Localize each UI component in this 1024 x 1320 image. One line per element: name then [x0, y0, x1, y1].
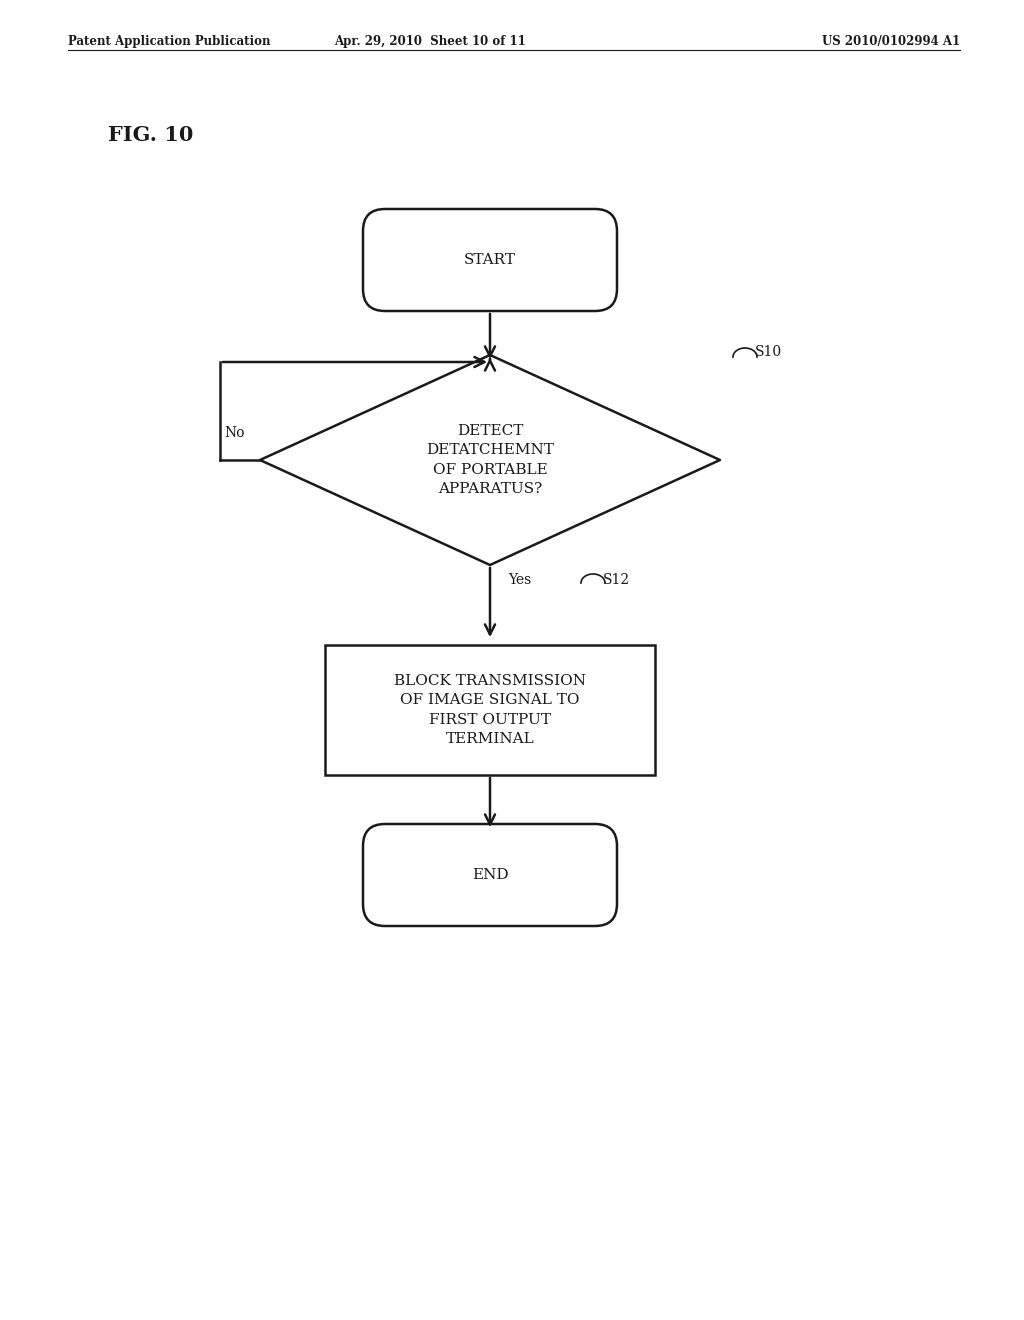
- Text: No: No: [224, 426, 245, 440]
- Bar: [325, 645, 655, 775]
- Text: Patent Application Publication: Patent Application Publication: [68, 36, 270, 48]
- Text: Apr. 29, 2010  Sheet 10 of 11: Apr. 29, 2010 Sheet 10 of 11: [334, 36, 526, 48]
- Text: BLOCK TRANSMISSION
OF IMAGE SIGNAL TO
FIRST OUTPUT
TERMINAL: BLOCK TRANSMISSION OF IMAGE SIGNAL TO FI…: [394, 673, 586, 746]
- FancyBboxPatch shape: [362, 824, 617, 927]
- Text: START: START: [464, 253, 516, 267]
- Text: FIG. 10: FIG. 10: [108, 125, 194, 145]
- Text: US 2010/0102994 A1: US 2010/0102994 A1: [822, 36, 961, 48]
- FancyBboxPatch shape: [362, 209, 617, 312]
- Text: END: END: [472, 869, 508, 882]
- Text: Yes: Yes: [508, 573, 531, 587]
- Text: DETECT
DETATCHEMNT
OF PORTABLE
APPARATUS?: DETECT DETATCHEMNT OF PORTABLE APPARATUS…: [426, 424, 554, 496]
- Text: S12: S12: [603, 573, 630, 587]
- Text: S10: S10: [755, 345, 782, 359]
